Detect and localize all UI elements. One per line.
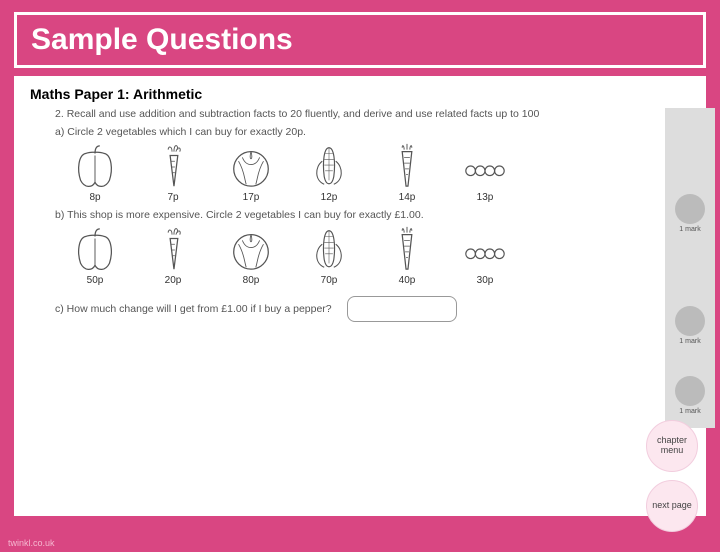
price-label: 7p (167, 192, 178, 203)
next-page-button[interactable]: next page (646, 480, 698, 532)
pepper-icon (70, 142, 120, 190)
mark-box: 1 mark (670, 194, 710, 233)
veg-row-a: 8p 7p 17p 12p 14p 13p (65, 142, 665, 203)
chapter-menu-button[interactable]: chapter menu (646, 420, 698, 472)
cabbage-icon (226, 225, 276, 273)
veg-item-pepper[interactable]: 50p (65, 225, 125, 286)
price-label: 50p (87, 275, 104, 286)
mark-label: 1 mark (670, 408, 710, 415)
veg-item-corn[interactable]: 12p (299, 142, 359, 203)
title-box: Sample Questions (14, 12, 706, 68)
peas-icon (460, 225, 510, 273)
subtitle: Maths Paper 1: Arithmetic (30, 86, 690, 102)
mark-label: 1 mark (670, 226, 710, 233)
parsnip-icon (382, 225, 432, 273)
next-page-label: next page (652, 501, 692, 511)
veg-item-carrot[interactable]: 7p (143, 142, 203, 203)
veg-item-cabbage[interactable]: 17p (221, 142, 281, 203)
price-label: 30p (477, 275, 494, 286)
peas-icon (460, 142, 510, 190)
page-title: Sample Questions (31, 23, 689, 57)
content-box: Maths Paper 1: Arithmetic 1 mark 1 mark … (14, 76, 706, 516)
price-label: 40p (399, 275, 416, 286)
part-c-text: c) How much change will I get from £1.00… (55, 303, 332, 315)
corn-icon (304, 225, 354, 273)
mark-label: 1 mark (670, 338, 710, 345)
price-label: 14p (399, 192, 416, 203)
veg-item-cabbage[interactable]: 80p (221, 225, 281, 286)
veg-item-corn[interactable]: 70p (299, 225, 359, 286)
veg-row-b: 50p 20p 80p 70p 40p 30p (65, 225, 665, 286)
price-label: 20p (165, 275, 182, 286)
part-b-text: b) This shop is more expensive. Circle 2… (55, 209, 665, 221)
carrot-icon (148, 225, 198, 273)
veg-item-carrot[interactable]: 20p (143, 225, 203, 286)
price-label: 12p (321, 192, 338, 203)
parsnip-icon (382, 142, 432, 190)
pepper-icon (70, 225, 120, 273)
chapter-menu-label: chapter menu (647, 436, 697, 456)
part-c-line: c) How much change will I get from £1.00… (55, 296, 665, 322)
question-text: Recall and use addition and subtraction … (67, 108, 540, 120)
worksheet: 1 mark 1 mark 1 mark 2. Recall and use a… (55, 108, 665, 322)
mark-box: 1 mark (670, 306, 710, 345)
price-label: 13p (477, 192, 494, 203)
price-label: 80p (243, 275, 260, 286)
answer-box[interactable] (347, 296, 457, 322)
part-a-text: a) Circle 2 vegetables which I can buy f… (55, 126, 665, 138)
mark-circle-icon (675, 306, 705, 336)
price-label: 70p (321, 275, 338, 286)
mark-column: 1 mark 1 mark 1 mark (665, 108, 715, 428)
corn-icon (304, 142, 354, 190)
mark-circle-icon (675, 194, 705, 224)
veg-item-peas[interactable]: 13p (455, 142, 515, 203)
price-label: 8p (89, 192, 100, 203)
veg-item-parsnip[interactable]: 40p (377, 225, 437, 286)
cabbage-icon (226, 142, 276, 190)
mark-box: 1 mark (670, 376, 710, 415)
price-label: 17p (243, 192, 260, 203)
carrot-icon (148, 142, 198, 190)
question-number: 2. (55, 108, 64, 120)
question-instruction: 2. Recall and use addition and subtracti… (55, 108, 665, 120)
veg-item-parsnip[interactable]: 14p (377, 142, 437, 203)
veg-item-peas[interactable]: 30p (455, 225, 515, 286)
mark-circle-icon (675, 376, 705, 406)
veg-item-pepper[interactable]: 8p (65, 142, 125, 203)
